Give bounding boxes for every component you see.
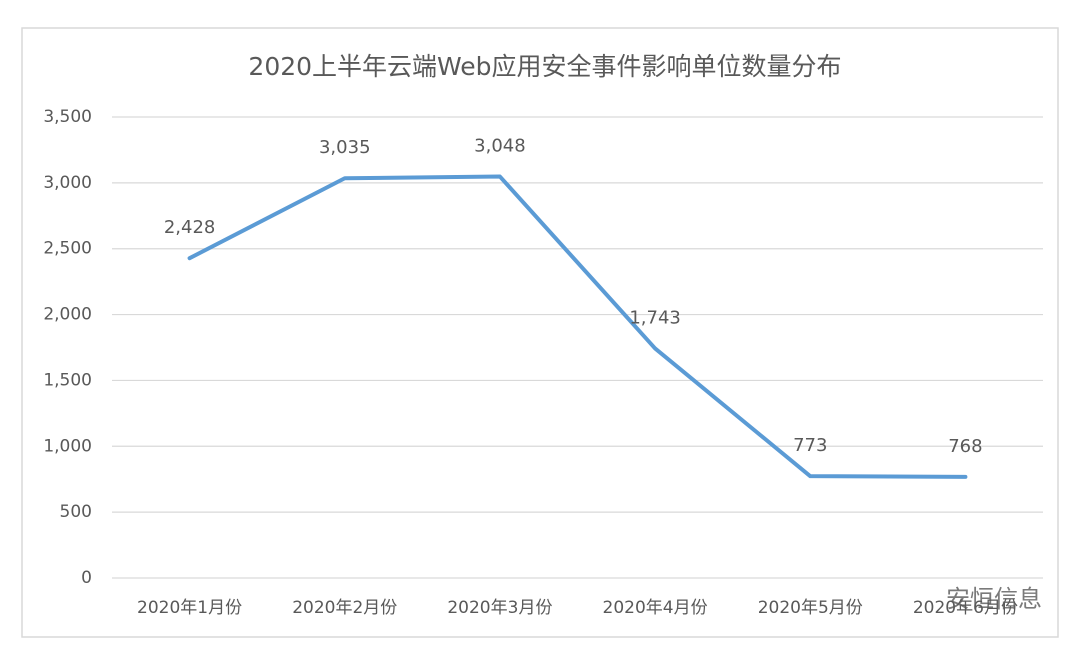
- data-label: 3,048: [474, 136, 526, 157]
- x-tick-label: 2020年1月份: [137, 598, 242, 618]
- data-label: 768: [948, 436, 982, 457]
- x-tick-label: 2020年3月份: [447, 598, 552, 618]
- chart-frame: [21, 27, 1059, 638]
- data-label: 773: [793, 435, 827, 456]
- x-tick-label: 2020年4月份: [603, 598, 708, 618]
- y-tick-label: 3,500: [43, 107, 92, 127]
- data-label: 1,743: [629, 307, 681, 328]
- x-tick-label: 2020年6月份: [913, 598, 1018, 618]
- y-tick-label: 500: [60, 502, 92, 522]
- y-tick-label: 2,500: [43, 239, 92, 259]
- data-label: 3,035: [319, 137, 371, 158]
- x-tick-label: 2020年5月份: [758, 598, 863, 618]
- y-tick-label: 1,500: [43, 370, 92, 390]
- x-tick-label: 2020年2月份: [292, 598, 397, 618]
- data-line: [187, 174, 968, 479]
- watermark: 安恒信息: [946, 585, 1042, 613]
- chart-title: 2020上半年云端Web应用安全事件影响单位数量分布: [248, 52, 841, 81]
- y-tick-label: 2,000: [43, 305, 92, 325]
- data-label: 2,428: [164, 217, 216, 238]
- y-tick-label: 0: [81, 568, 92, 588]
- y-tick-label: 1,000: [43, 436, 92, 456]
- y-tick-label: 3,000: [43, 173, 92, 193]
